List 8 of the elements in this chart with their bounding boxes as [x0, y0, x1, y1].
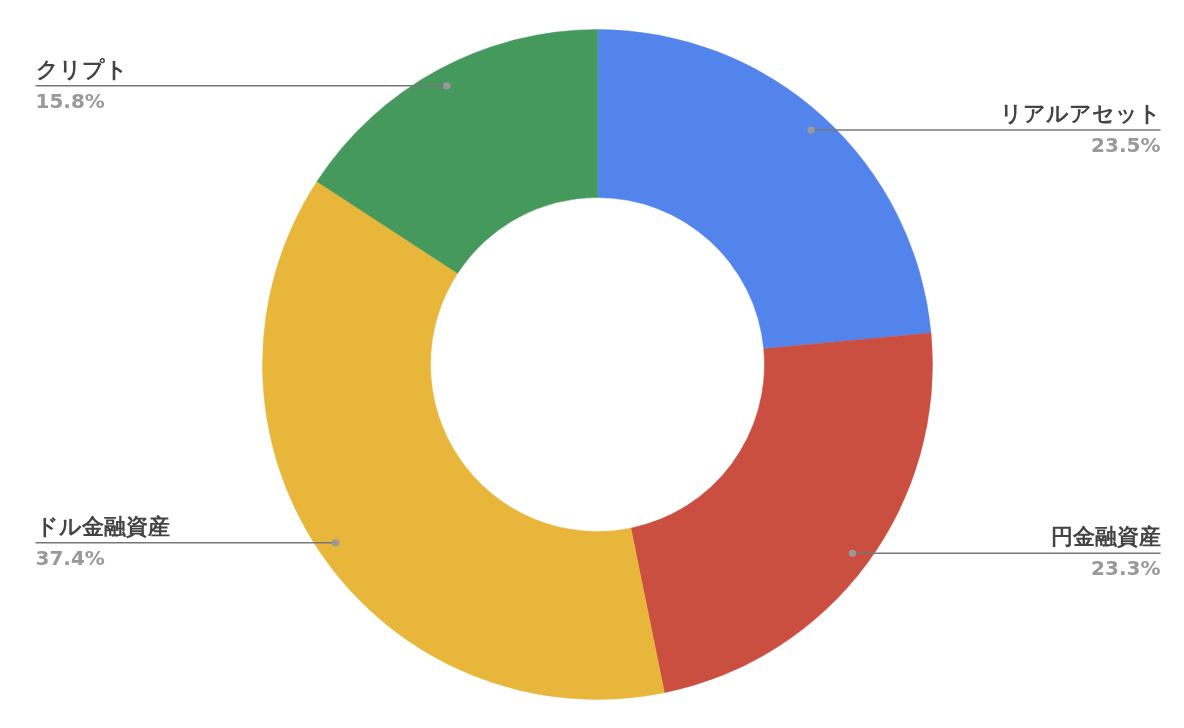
data-label: 23.5% [1091, 133, 1161, 158]
data-label: 37.4% [35, 545, 105, 570]
slice-label: 円金融資産 [1050, 524, 1161, 550]
data-label: 23.3% [1091, 556, 1161, 581]
slice-label: クリプト [35, 56, 128, 82]
slice-label: ドル金融資産 [35, 513, 170, 539]
data-label: 15.8% [35, 88, 105, 113]
slice-label: リアルアセット [999, 101, 1161, 127]
